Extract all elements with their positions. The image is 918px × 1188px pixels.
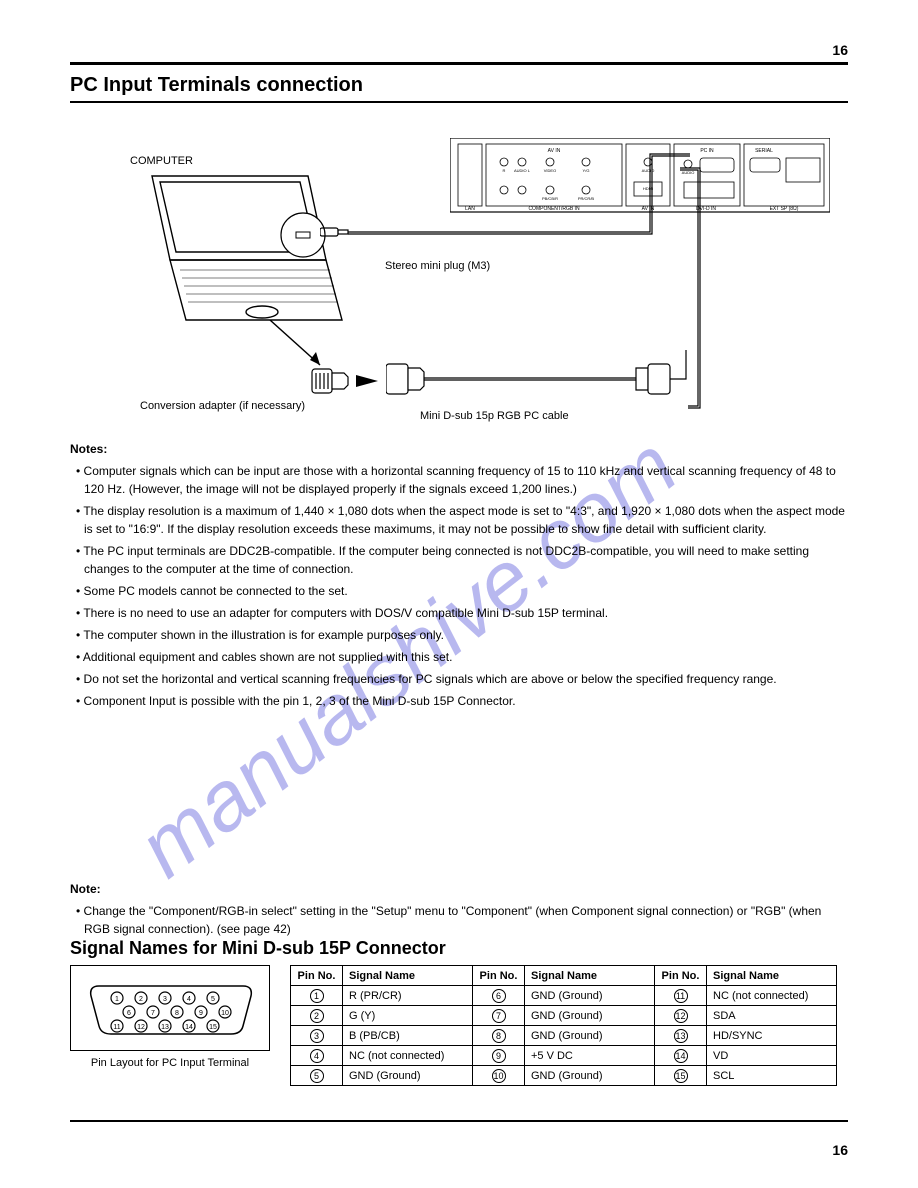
pin-signal-cell: SCL	[707, 1066, 837, 1086]
pin-number-cell: 8	[473, 1026, 525, 1046]
pin-signal-cell: +5 V DC	[525, 1046, 655, 1066]
pin-layout-area: 12345 678910 1112131415 Pin Layout for P…	[70, 965, 848, 1105]
top-rule-thin	[70, 101, 848, 103]
table-row: 2G (Y)7GND (Ground)12SDA	[291, 1006, 837, 1026]
table-row: 5GND (Ground)10GND (Ground)15SCL	[291, 1066, 837, 1086]
pin-signal-cell: NC (not connected)	[343, 1046, 473, 1066]
pin-header: Pin No.	[291, 966, 343, 986]
pin-number-cell: 5	[291, 1066, 343, 1086]
pin-section-title: Signal Names for Mini D-sub 15P Connecto…	[70, 938, 446, 959]
svg-text:1: 1	[115, 996, 119, 1003]
pin-number-cell: 2	[291, 1006, 343, 1026]
notes-block-2: Note: • Change the "Component/RGB-in sel…	[70, 880, 848, 942]
svg-text:8: 8	[175, 1010, 179, 1017]
bottom-rule	[70, 1120, 848, 1122]
pin-signal-cell: GND (Ground)	[525, 986, 655, 1006]
svg-text:7: 7	[151, 1010, 155, 1017]
pin-header: Pin No.	[473, 966, 525, 986]
svg-text:13: 13	[161, 1024, 169, 1031]
svg-text:14: 14	[185, 1024, 193, 1031]
rgb-cable-run-icon	[670, 160, 710, 410]
notes-block-1: Notes: • Computer signals which can be i…	[70, 440, 848, 714]
label-computer: COMPUTER	[130, 155, 193, 167]
note-line: • The display resolution is a maximum of…	[70, 502, 848, 538]
pin-number-cell: 13	[655, 1026, 707, 1046]
table-row: 1R (PR/CR)6GND (Ground)11NC (not connect…	[291, 986, 837, 1006]
table-row: 3B (PB/CB)8GND (Ground)13HD/SYNC	[291, 1026, 837, 1046]
label-conversion-adapter: Conversion adapter (if necessary)	[140, 400, 340, 412]
pin-number-cell: 12	[655, 1006, 707, 1026]
svg-text:9: 9	[199, 1010, 203, 1017]
pin-number-cell: 11	[655, 986, 707, 1006]
note-line: • Change the "Component/RGB-in select" s…	[70, 902, 848, 938]
pin-number-cell: 15	[655, 1066, 707, 1086]
label-audio-cable: Stereo mini plug (M3)	[385, 260, 490, 272]
pin-signal-cell: NC (not connected)	[707, 986, 837, 1006]
pin-layout-label: Pin Layout for PC Input Terminal	[70, 1057, 270, 1069]
pin-signal-cell: GND (Ground)	[525, 1006, 655, 1026]
conversion-adapter-icon	[308, 355, 398, 405]
pin-number-cell: 6	[473, 986, 525, 1006]
svg-text:2: 2	[139, 996, 143, 1003]
dsub-connector-box: 12345 678910 1112131415	[70, 965, 270, 1051]
pin-number-cell: 1	[291, 986, 343, 1006]
pin-signal-cell: SDA	[707, 1006, 837, 1026]
page-number-top: 16	[832, 42, 848, 58]
svg-text:PC IN: PC IN	[700, 148, 714, 154]
rgb-cable-icon	[386, 350, 706, 410]
svg-text:EXT SP (8Ω): EXT SP (8Ω)	[770, 206, 799, 212]
page-number-bottom: 16	[832, 1142, 848, 1158]
dsub-connector-icon: 12345 678910 1112131415	[71, 966, 271, 1052]
pin-signal-cell: VD	[707, 1046, 837, 1066]
note-line: • Some PC models cannot be connected to …	[70, 582, 848, 600]
pin-signal-cell: G (Y)	[343, 1006, 473, 1026]
top-rule-thick	[70, 62, 848, 65]
pin-number-cell: 14	[655, 1046, 707, 1066]
pin-number-cell: 9	[473, 1046, 525, 1066]
svg-text:12: 12	[137, 1024, 145, 1031]
pin-table: Pin No. Signal Name Pin No. Signal Name …	[290, 965, 837, 1086]
notes-heading-2: Note:	[70, 880, 848, 898]
page-title: PC Input Terminals connection	[70, 74, 363, 97]
pin-header: Signal Name	[525, 966, 655, 986]
pin-header: Signal Name	[707, 966, 837, 986]
pin-signal-cell: GND (Ground)	[525, 1026, 655, 1046]
notes-heading-1: Notes:	[70, 440, 848, 458]
pin-signal-cell: GND (Ground)	[525, 1066, 655, 1086]
svg-text:5: 5	[211, 996, 215, 1003]
pin-number-cell: 10	[473, 1066, 525, 1086]
pin-signal-cell: GND (Ground)	[343, 1066, 473, 1086]
note-line: • The PC input terminals are DDC2B-compa…	[70, 542, 848, 578]
svg-text:6: 6	[127, 1010, 131, 1017]
connection-diagram: LAN AV IN R AUDIO L VIDEO Y/G PB/CB/R PR…	[70, 120, 848, 420]
pin-header: Signal Name	[343, 966, 473, 986]
svg-text:SERIAL: SERIAL	[755, 148, 773, 154]
pin-signal-cell: B (PB/CB)	[343, 1026, 473, 1046]
note-line: • Additional equipment and cables shown …	[70, 648, 848, 666]
svg-text:11: 11	[113, 1024, 120, 1031]
svg-text:15: 15	[209, 1024, 217, 1031]
svg-text:4: 4	[187, 996, 191, 1003]
pin-signal-cell: R (PR/CR)	[343, 986, 473, 1006]
pin-number-cell: 7	[473, 1006, 525, 1026]
note-line: • Component Input is possible with the p…	[70, 692, 848, 710]
audio-cable-icon	[320, 150, 700, 250]
table-row: 4NC (not connected)9+5 V DC14VD	[291, 1046, 837, 1066]
svg-text:3: 3	[163, 996, 167, 1003]
note-line: • There is no need to use an adapter for…	[70, 604, 848, 622]
pin-number-cell: 4	[291, 1046, 343, 1066]
note-line: • The computer shown in the illustration…	[70, 626, 848, 644]
note-line: • Computer signals which can be input ar…	[70, 462, 848, 498]
svg-text:10: 10	[221, 1010, 229, 1017]
pin-header: Pin No.	[655, 966, 707, 986]
pin-signal-cell: HD/SYNC	[707, 1026, 837, 1046]
note-line: • Do not set the horizontal and vertical…	[70, 670, 848, 688]
label-rgb-cable: Mini D-sub 15p RGB PC cable	[420, 410, 569, 422]
pin-number-cell: 3	[291, 1026, 343, 1046]
